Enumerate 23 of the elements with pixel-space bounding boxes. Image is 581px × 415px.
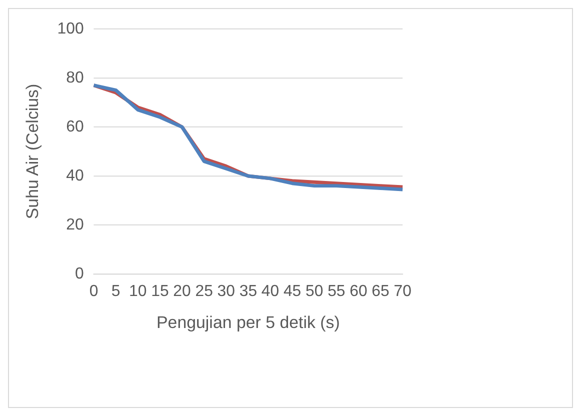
x-tick-label: 60 bbox=[350, 282, 368, 300]
x-tick-label: 35 bbox=[239, 282, 258, 300]
y-tick-label: 0 bbox=[74, 265, 84, 282]
y-tick-label: 80 bbox=[66, 69, 84, 86]
x-tick-label: 10 bbox=[129, 282, 147, 300]
x-tick-label: 65 bbox=[372, 282, 390, 300]
x-tick-label: 45 bbox=[283, 282, 302, 300]
x-tick-label: 15 bbox=[151, 282, 169, 300]
x-tick-label: 5 bbox=[111, 282, 120, 300]
x-tick-label: 40 bbox=[261, 282, 280, 300]
y-tick-label: 60 bbox=[66, 118, 84, 136]
x-tick-label: 55 bbox=[328, 282, 346, 300]
x-tick-label: 20 bbox=[173, 282, 192, 300]
y-axis-title: Suhu Air (Celcius) bbox=[22, 84, 42, 220]
x-tick-label: 25 bbox=[195, 282, 214, 300]
y-tick-label: 20 bbox=[66, 216, 84, 234]
x-tick-label: 0 bbox=[89, 282, 98, 300]
x-tick-label: 70 bbox=[394, 282, 412, 300]
x-tick-label: 50 bbox=[306, 282, 324, 300]
y-tick-label: 40 bbox=[66, 167, 84, 184]
x-axis-title: Pengujian per 5 detik (s) bbox=[156, 312, 340, 332]
y-tick-label: 100 bbox=[57, 20, 84, 38]
x-tick-label: 30 bbox=[217, 282, 236, 300]
